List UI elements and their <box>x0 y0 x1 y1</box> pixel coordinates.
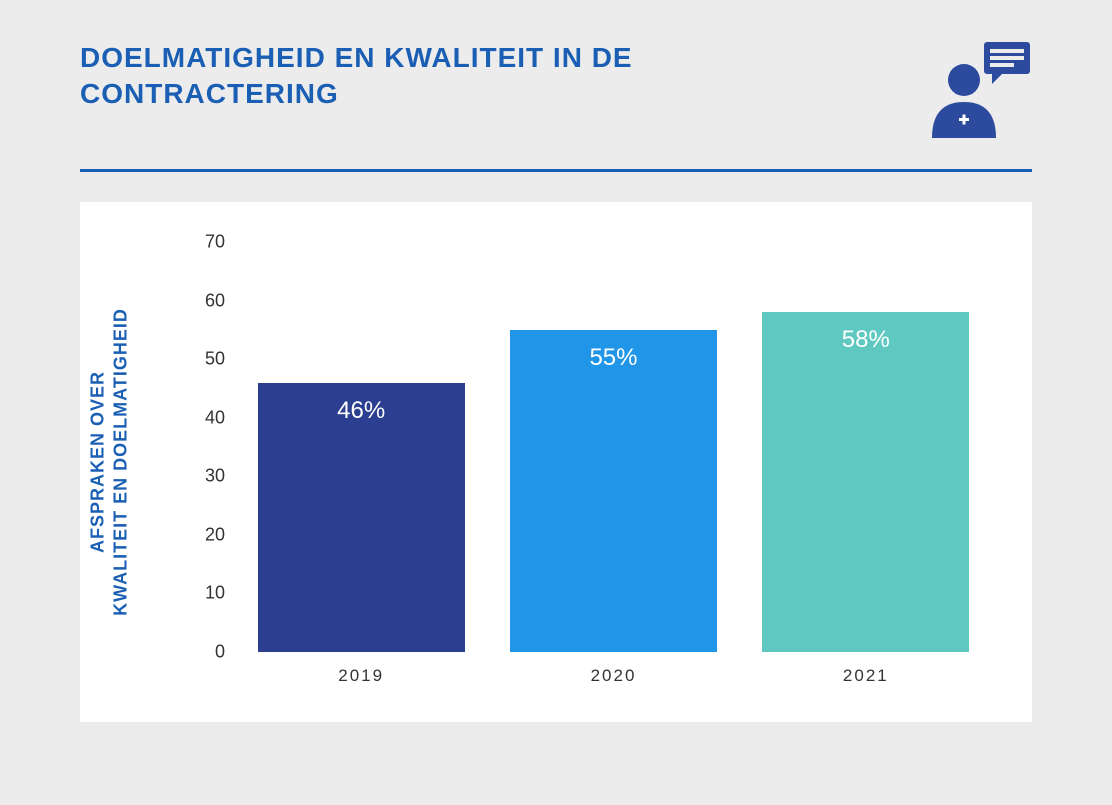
bar-value-label: 55% <box>510 344 717 372</box>
chart-plot-area: 01020304050607046%201955%202058%2021 <box>235 242 992 652</box>
header-divider <box>80 169 1032 172</box>
y-axis-label-line1: AFSPRAKEN OVER <box>87 262 110 662</box>
chart-bar: 55% <box>510 330 717 652</box>
bar-chart-card: AFSPRAKEN OVER KWALITEIT EN DOELMATIGHEI… <box>80 202 1032 722</box>
y-tick-label: 70 <box>185 232 225 253</box>
y-tick-label: 50 <box>185 349 225 370</box>
y-tick-label: 30 <box>185 466 225 487</box>
x-tick-label: 2019 <box>311 666 411 686</box>
chart-bar: 46% <box>258 383 465 652</box>
y-tick-label: 0 <box>185 642 225 663</box>
y-tick-label: 10 <box>185 583 225 604</box>
x-tick-label: 2020 <box>564 666 664 686</box>
y-axis-label: AFSPRAKEN OVER KWALITEIT EN DOELMATIGHEI… <box>87 262 134 662</box>
y-tick-label: 20 <box>185 524 225 545</box>
infographic-container: DOELMATIGHEID EN KWALITEIT IN DE CONTRAC… <box>80 40 1032 722</box>
bar-value-label: 46% <box>258 397 465 425</box>
y-axis-label-line2: KWALITEIT EN DOELMATIGHEID <box>110 262 133 662</box>
y-tick-label: 60 <box>185 290 225 311</box>
person-speech-icon <box>922 40 1032 145</box>
y-tick-label: 40 <box>185 407 225 428</box>
header-row: DOELMATIGHEID EN KWALITEIT IN DE CONTRAC… <box>80 40 1032 145</box>
x-tick-label: 2021 <box>816 666 916 686</box>
page-title: DOELMATIGHEID EN KWALITEIT IN DE CONTRAC… <box>80 40 680 113</box>
bar-value-label: 58% <box>762 326 969 354</box>
chart-bar: 58% <box>762 312 969 652</box>
